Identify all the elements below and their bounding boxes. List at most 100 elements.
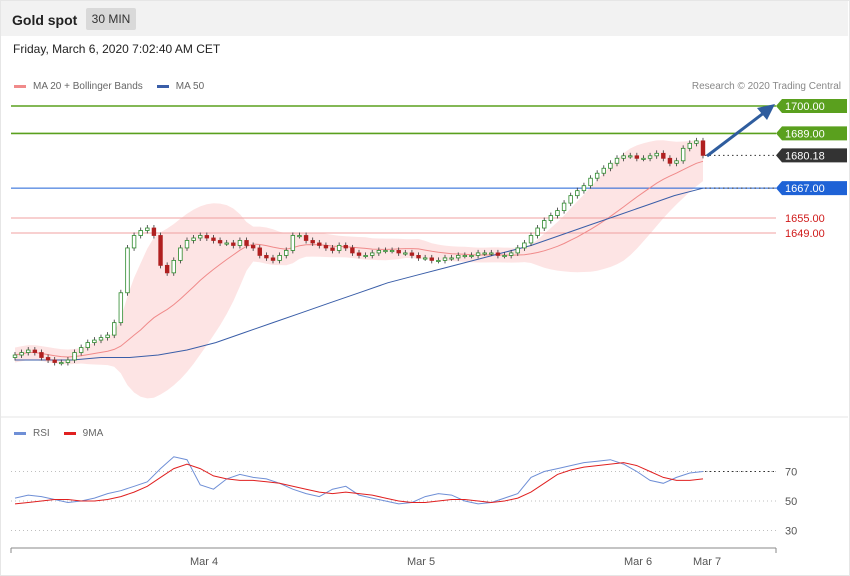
candle-body — [614, 157, 620, 164]
candle-body — [416, 255, 421, 259]
candle-body — [65, 359, 71, 363]
rsi-legend: RSI 9MA — [14, 428, 117, 439]
trend-arrow-head — [757, 104, 775, 120]
bollinger-band — [15, 140, 703, 399]
candle-body — [542, 220, 547, 229]
candle-body — [469, 255, 474, 258]
candle-body — [555, 210, 560, 216]
candle-body — [548, 215, 554, 221]
candle-body — [356, 252, 362, 256]
x-axis: Mar 4 Mar 5 Mar 6 Mar 7 — [10, 547, 777, 568]
ma20-line — [14, 160, 704, 358]
candle-body — [131, 235, 137, 249]
candle-body — [680, 147, 686, 162]
candle-body — [92, 339, 97, 343]
legend-label-9ma: 9MA — [82, 428, 104, 439]
candle-body — [310, 240, 315, 244]
candle-body — [528, 235, 534, 244]
candle-body — [178, 247, 183, 261]
candle-body — [264, 255, 269, 259]
legend-swatch-rsi — [14, 432, 26, 435]
candle-body — [211, 237, 216, 241]
legend-label-ma50: MA 50 — [175, 81, 205, 92]
moving-averages — [14, 160, 776, 361]
candle-body — [588, 177, 593, 187]
candle-body — [654, 152, 659, 157]
candles — [12, 137, 706, 366]
candle-body — [158, 235, 163, 266]
candle-body — [456, 255, 461, 259]
rsi-tick-label-0: 70 — [785, 467, 797, 479]
timeframe-badge[interactable]: 30 MIN — [86, 8, 136, 30]
candle-body — [78, 347, 84, 353]
candle-body — [422, 257, 428, 260]
candle-body — [409, 252, 415, 256]
candle-body — [647, 155, 653, 159]
candle-body — [250, 245, 256, 249]
level-label-4: 1655.00 — [785, 213, 825, 225]
candle-body — [694, 140, 699, 144]
candle-body — [568, 195, 573, 204]
candle-body — [198, 235, 203, 239]
candle-body — [515, 247, 520, 254]
candle-body — [26, 349, 31, 353]
candle-body — [449, 257, 454, 260]
rsi-line — [14, 456, 704, 505]
candle-body — [575, 190, 580, 197]
candle-body — [687, 142, 692, 149]
candle-body — [32, 349, 38, 353]
candle-body — [118, 292, 124, 324]
level-label-5: 1649.00 — [785, 228, 825, 240]
rsi-ma-line — [14, 462, 704, 505]
candle-body — [317, 242, 322, 246]
candle-body — [482, 252, 487, 255]
candle-body — [594, 172, 600, 179]
candle-body — [19, 352, 24, 356]
trend-arrow-shaft — [706, 110, 766, 158]
candle-body — [363, 255, 368, 258]
candle-body — [522, 242, 527, 249]
bollinger-band-area — [15, 140, 703, 399]
candle-body — [171, 259, 176, 274]
legend-item-ma50: MA 50 — [156, 81, 205, 92]
level-tag-0 — [776, 99, 847, 113]
level-label-1: 1689.00 — [785, 128, 825, 140]
main-legend: MA 20 + Bollinger Bands MA 50 — [14, 81, 218, 92]
legend-item-ma20: MA 20 + Bollinger Bands — [14, 81, 143, 92]
candle-body — [350, 247, 355, 254]
candle-body — [323, 245, 329, 249]
level-label-3: 1667.00 — [785, 183, 825, 195]
candle-body — [244, 240, 249, 246]
candle-body — [429, 257, 434, 261]
candle-body — [634, 155, 640, 159]
x-tick-label-2: Mar 6 — [624, 556, 652, 568]
rsi-panel: 70 50 30 — [11, 456, 797, 538]
level-label-0: 1700.00 — [785, 101, 825, 113]
x-tick-label-1: Mar 5 — [407, 556, 435, 568]
level-tag-2 — [776, 148, 847, 163]
candle-body — [502, 255, 507, 258]
legend-item-9ma: 9MA — [63, 428, 104, 439]
candle-body — [145, 227, 150, 231]
legend-item-rsi: RSI — [14, 428, 50, 439]
candle-body — [98, 337, 104, 341]
candle-body — [151, 227, 157, 236]
level-tag-3 — [776, 181, 847, 196]
rsi-tick-label-2: 30 — [785, 526, 797, 538]
candle-body — [204, 235, 210, 239]
candle-body — [224, 242, 229, 245]
chart-title: Gold spot — [12, 12, 78, 28]
candle-body — [343, 245, 348, 249]
candle-body — [608, 162, 613, 169]
candle-body — [581, 185, 587, 192]
candle-body — [403, 252, 408, 255]
candle-body — [376, 250, 382, 254]
legend-label-rsi: RSI — [33, 428, 50, 439]
candle-body — [508, 252, 514, 256]
rsi-tick-label-1: 50 — [785, 496, 797, 508]
candle-body — [191, 237, 196, 241]
candle-body — [231, 242, 236, 246]
candle-body — [436, 259, 441, 262]
level-label-2: 1680.18 — [785, 150, 825, 162]
candle-body — [535, 227, 540, 236]
